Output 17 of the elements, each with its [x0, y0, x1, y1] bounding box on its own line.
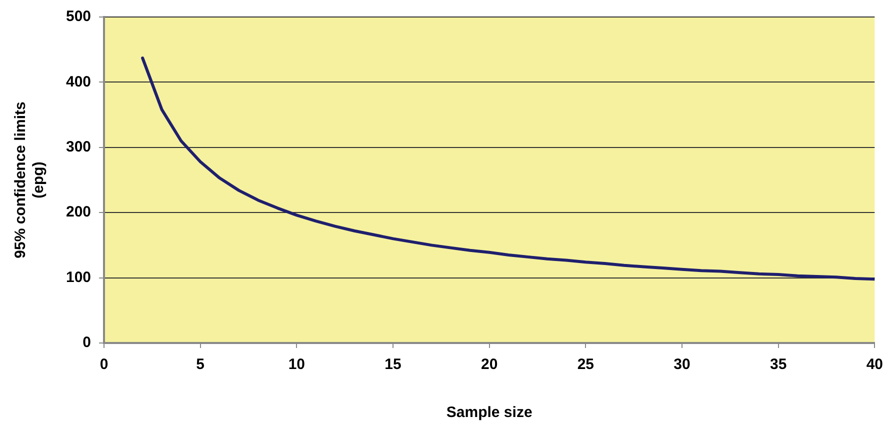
x-tick-label: 20 — [481, 356, 498, 374]
y-tick-label: 400 — [66, 73, 92, 90]
y-tick-label: 100 — [66, 268, 92, 286]
x-tick-label: 15 — [384, 356, 402, 374]
x-tick-label: 25 — [577, 356, 594, 374]
y-tick-label: 300 — [66, 138, 92, 156]
x-tick-label: 10 — [288, 356, 306, 374]
y-tick-label: 200 — [66, 204, 92, 221]
x-tick-label: 30 — [674, 356, 690, 374]
x-axis-title: Sample size — [446, 404, 532, 422]
x-tick-label: 0 — [100, 356, 108, 374]
x-tick-label: 5 — [196, 356, 205, 374]
y-tick-label: 500 — [66, 8, 92, 26]
y-tick-label: 0 — [82, 334, 92, 352]
x-tick-label: 35 — [770, 356, 787, 374]
x-tick-label: 40 — [866, 356, 883, 374]
y-axis-title: 95% confidence limits (epg) — [12, 102, 48, 258]
